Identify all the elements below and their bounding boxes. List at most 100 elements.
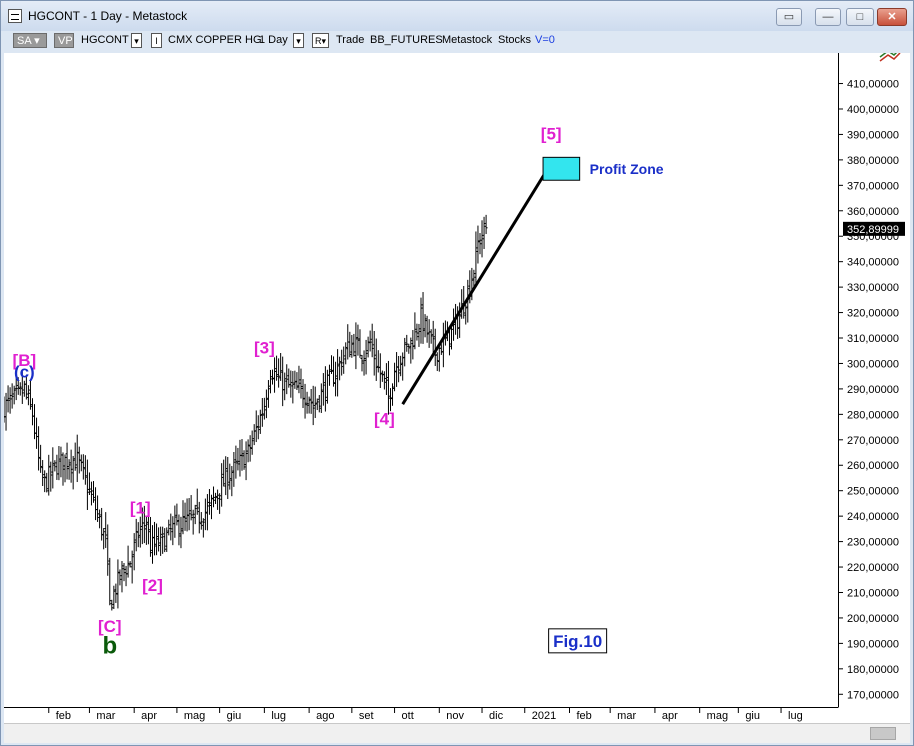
close-button[interactable]: ✕ <box>877 8 907 26</box>
price-bar <box>407 343 411 354</box>
price-bar <box>244 441 248 481</box>
price-bar <box>28 379 32 410</box>
y-tick-label: 270,00000 <box>847 435 899 447</box>
price-bar <box>340 349 344 376</box>
price-bar <box>352 333 356 357</box>
ohlc-bars <box>2 214 488 611</box>
price-chart[interactable]: 170,00000 180,00000 190,00000 200,00000 210,… <box>2 48 910 723</box>
vp-button[interactable]: VP <box>54 33 74 48</box>
maximize-button[interactable]: □ <box>846 8 874 26</box>
price-bar <box>8 387 12 414</box>
last-price-tag <box>843 221 905 236</box>
price-bar <box>360 355 364 372</box>
price-bar <box>336 349 340 397</box>
source-label: BB_FUTURES <box>370 34 443 46</box>
price-bar <box>14 376 18 401</box>
price-bar <box>45 472 49 493</box>
price-bar <box>338 356 342 381</box>
v-value: V=0 <box>535 34 555 46</box>
price-bar <box>315 398 319 411</box>
price-bar <box>435 352 439 372</box>
price-bar <box>228 463 232 490</box>
price-bar <box>275 355 279 381</box>
profit-zone-box <box>542 156 581 181</box>
price-bar <box>102 528 106 550</box>
price-bar <box>230 466 234 497</box>
price-bar <box>212 486 216 508</box>
price-bar <box>478 233 482 255</box>
price-bar <box>165 527 169 552</box>
price-bar <box>311 385 315 426</box>
horizontal-scrollbar[interactable] <box>4 723 910 743</box>
price-bar <box>403 337 407 367</box>
trade-label[interactable]: Trade <box>336 34 365 46</box>
price-bar <box>116 559 120 609</box>
price-bar <box>146 505 150 545</box>
sa-label: SA <box>17 35 32 47</box>
sa-button[interactable]: SA ▾ <box>13 33 47 48</box>
price-bar <box>183 502 187 531</box>
price-bar <box>220 463 224 507</box>
price-bar <box>293 370 297 389</box>
price-bar <box>279 353 283 381</box>
price-bar <box>6 385 10 413</box>
price-bar <box>136 522 140 548</box>
price-bar <box>118 569 122 586</box>
title-bar[interactable]: HGCONT - 1 Day - Metastock ▭ — □ ✕ <box>1 1 913 31</box>
y-tick-label: 390,00000 <box>847 129 899 141</box>
restore-small-button[interactable]: ▭ <box>776 8 802 26</box>
price-bar <box>384 363 388 395</box>
symbol-dropdown[interactable]: ▾ <box>131 33 142 48</box>
period-dropdown[interactable]: ▾ <box>293 33 304 48</box>
wave-label: [2] <box>142 576 163 595</box>
price-bar <box>368 330 372 352</box>
y-tick-label: 240,00000 <box>847 511 899 523</box>
price-bar <box>301 379 305 409</box>
price-bar <box>155 523 159 556</box>
price-bar <box>415 323 419 341</box>
y-tick-label: 400,00000 <box>847 104 899 116</box>
price-bar <box>16 377 20 395</box>
price-bar <box>75 434 79 483</box>
i-marker[interactable]: I <box>151 33 162 48</box>
minimize-button[interactable]: — <box>815 8 841 26</box>
price-bar <box>201 518 205 538</box>
price-bar <box>53 460 57 472</box>
price-bar <box>226 456 230 499</box>
price-bar <box>144 516 148 545</box>
wave-label: (c) <box>14 362 35 381</box>
price-bar <box>309 388 313 414</box>
price-bar <box>112 585 116 609</box>
price-bar <box>108 557 112 606</box>
price-bar <box>96 495 100 522</box>
y-tick-label: 360,00000 <box>847 206 899 218</box>
price-bar <box>319 383 323 413</box>
price-bar <box>37 426 41 471</box>
price-bar <box>142 505 146 544</box>
price-bar <box>216 489 220 510</box>
wave-label: b <box>102 633 117 660</box>
scroll-thumb[interactable] <box>870 727 896 740</box>
y-tick-label: 210,00000 <box>847 587 899 599</box>
price-bar <box>39 444 43 473</box>
price-bar <box>423 314 427 338</box>
r-marker[interactable]: R▾ <box>312 33 329 48</box>
price-bar <box>132 533 136 571</box>
x-tick-label: ott <box>402 710 414 722</box>
fig-label-box <box>548 628 608 654</box>
chart-area[interactable]: 170,00000 180,00000 190,00000 200,00000 210,… <box>2 48 910 743</box>
price-bar <box>106 524 110 576</box>
price-bar <box>195 488 199 515</box>
price-bar <box>397 355 401 383</box>
price-bar <box>57 446 61 481</box>
draw-tools-icon-line <box>879 52 901 62</box>
price-bar <box>222 459 226 487</box>
price-bar <box>291 371 295 404</box>
x-tick-label: apr <box>662 710 678 722</box>
x-tick-label: lug <box>788 710 803 722</box>
price-bar <box>207 489 211 515</box>
price-bar <box>344 342 348 365</box>
price-bar <box>372 330 376 376</box>
price-bar <box>185 498 189 532</box>
